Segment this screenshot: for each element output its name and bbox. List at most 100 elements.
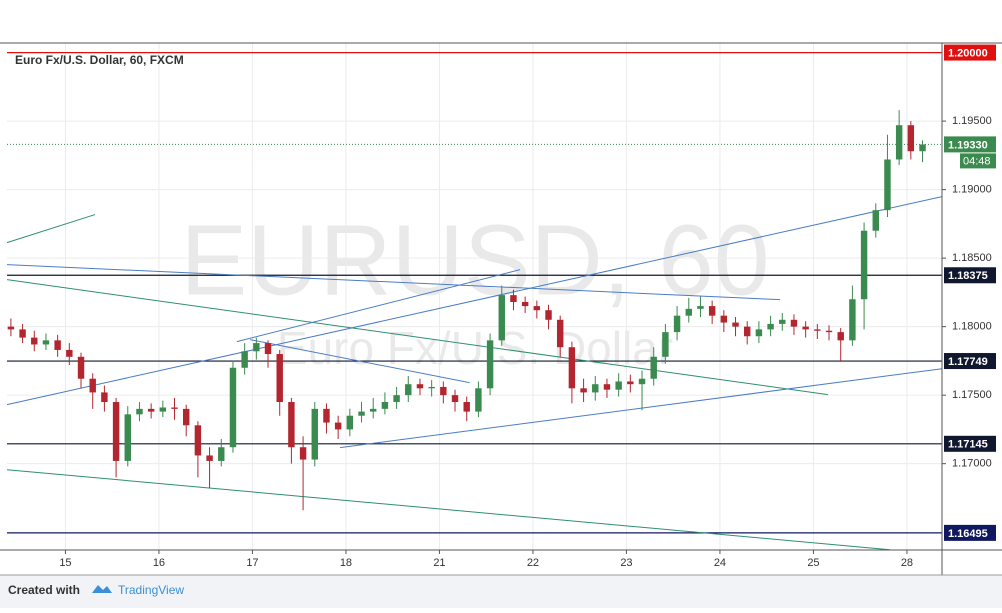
x-tick-label: 18 (340, 557, 352, 569)
brand-logo (92, 585, 112, 593)
candle-body (475, 388, 482, 412)
candle-body (849, 299, 856, 341)
candle-body (895, 125, 903, 160)
candle-body (545, 310, 552, 320)
level-label: 1.17749 (948, 356, 988, 368)
candle-body (19, 329, 26, 338)
footer-bar (0, 575, 1002, 608)
last-price-box (944, 136, 996, 153)
candle-body (194, 425, 202, 456)
candle-body (486, 340, 494, 389)
watermark-group: EURUSD, 60 Euro Fx/U.S. Dollar (180, 204, 769, 374)
candle-body (253, 343, 260, 352)
y-tick-label: 1.17000 (952, 458, 992, 470)
watermark-subtitle: Euro Fx/U.S. Dollar (277, 322, 673, 374)
y-tick-label: 1.19000 (952, 184, 992, 196)
candle-body (171, 407, 178, 409)
candle-body (77, 356, 85, 379)
footer-brand[interactable]: TradingView (118, 583, 184, 597)
candle-body (416, 384, 424, 389)
candle-body (884, 159, 891, 211)
candle-body (323, 408, 330, 423)
last-price-label: 1.19330 (948, 139, 988, 151)
candle-body (229, 367, 237, 448)
candle-body (498, 295, 505, 341)
candle-body (428, 386, 435, 389)
candle-body (919, 144, 926, 152)
candle-body (89, 378, 96, 393)
level-label-box (944, 267, 996, 284)
trendline (236, 269, 521, 343)
candle-body (592, 384, 599, 393)
x-tick-label: 24 (714, 557, 726, 569)
candle-body (405, 384, 412, 396)
candle-body (136, 408, 143, 415)
candle-body (825, 330, 833, 333)
candle-body (767, 323, 774, 330)
candle-body (276, 354, 283, 403)
candle-body (580, 388, 587, 393)
x-tick-label: 21 (433, 557, 445, 569)
candle-body (907, 125, 915, 152)
candle-body (802, 326, 809, 330)
countdown-box (960, 153, 996, 169)
watermark: EURUSD, 60 (180, 204, 769, 316)
candle-body (440, 386, 447, 396)
candle-body (697, 306, 704, 309)
y-tick-label: 1.18000 (952, 321, 992, 333)
candle-body (743, 326, 751, 337)
candle-body (627, 381, 634, 385)
candle-body (533, 306, 541, 311)
candle-body (159, 407, 167, 412)
y-tick-label: 1.18500 (952, 252, 992, 264)
candle-body (837, 332, 844, 341)
candle-body (7, 326, 15, 330)
trendline (340, 368, 943, 449)
candle-body (650, 356, 657, 379)
level-label-box (944, 44, 996, 61)
level-label-box (944, 435, 996, 452)
candle-body (264, 343, 272, 355)
candle-body (463, 402, 470, 412)
trendline (6, 214, 96, 244)
candle-body (451, 395, 459, 403)
candle-body (101, 392, 108, 403)
candle-body (381, 402, 389, 409)
x-tick-label: 15 (59, 557, 71, 569)
candle-body (662, 332, 669, 357)
x-tick-label: 16 (153, 557, 165, 569)
level-label-box (944, 353, 996, 370)
candle-body (54, 340, 61, 350)
candle-body (568, 347, 576, 389)
candle-body (814, 329, 821, 331)
trendline (6, 469, 890, 551)
candle-body (241, 351, 248, 368)
candle-body (42, 340, 50, 345)
candle-body (779, 319, 786, 324)
y-tick-label: 1.17500 (952, 389, 992, 401)
level-label: 1.18375 (948, 270, 988, 282)
candle-body (112, 402, 120, 461)
candle-body (673, 315, 681, 333)
candle-body (708, 306, 716, 316)
candle-body (358, 411, 365, 416)
candle-body (790, 319, 798, 327)
chart-title: Euro Fx/U.S. Dollar, 60, FXCM (15, 53, 184, 67)
candle-body (860, 230, 868, 300)
trendline (6, 264, 780, 301)
candle-body (182, 408, 190, 426)
candle-body (638, 378, 646, 385)
x-tick-label: 28 (901, 557, 913, 569)
level-label: 1.20000 (948, 47, 988, 59)
level-label: 1.17145 (948, 439, 988, 451)
y-tick-label: 1.19500 (952, 115, 992, 127)
candle-body (124, 414, 131, 461)
candle-body (521, 301, 529, 307)
candle-body (31, 337, 38, 345)
candle-body (288, 402, 295, 448)
candle-body (755, 329, 763, 337)
candle-body (393, 395, 400, 403)
candle-body (685, 308, 692, 316)
x-tick-label: 23 (620, 557, 632, 569)
